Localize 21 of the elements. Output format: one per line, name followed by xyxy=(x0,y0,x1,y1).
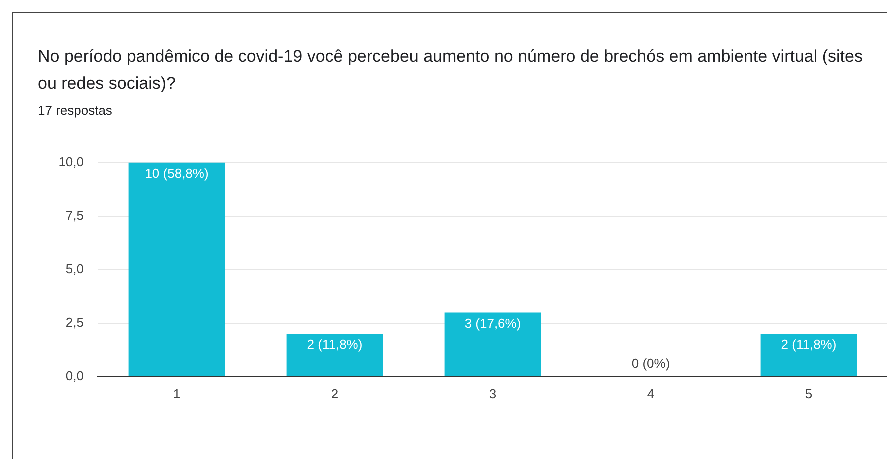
y-tick-label: 10,0 xyxy=(58,154,84,170)
y-tick-label: 2,5 xyxy=(66,315,84,330)
bar xyxy=(286,334,384,376)
x-tick-label: 3 xyxy=(489,386,497,402)
x-tick-label: 4 xyxy=(647,386,655,402)
y-tick-label: 7,5 xyxy=(66,208,84,223)
x-tick-label: 2 xyxy=(331,386,339,402)
x-tick-label: 1 xyxy=(173,386,181,402)
data-label: 2 (11,8%) xyxy=(781,337,837,352)
chart-subtitle: 17 respostas xyxy=(38,103,112,118)
bar xyxy=(760,334,858,376)
data-label: 10 (58,8%) xyxy=(145,166,209,181)
data-label: 0 (0%) xyxy=(632,356,670,372)
y-tick-label: 0,0 xyxy=(66,368,84,384)
data-label: 3 (17,6%) xyxy=(464,316,522,331)
x-tick-label: 5 xyxy=(805,386,813,402)
bar xyxy=(128,162,226,376)
y-tick-label: 5,0 xyxy=(66,261,84,276)
bar xyxy=(444,312,542,376)
chart-title: No período pandêmico de covid-19 você percebeu aumento no número de brechós em ambiente virtual (sites ou redes sociais)? xyxy=(38,46,864,95)
data-label: 2 (11,8%) xyxy=(307,337,363,352)
